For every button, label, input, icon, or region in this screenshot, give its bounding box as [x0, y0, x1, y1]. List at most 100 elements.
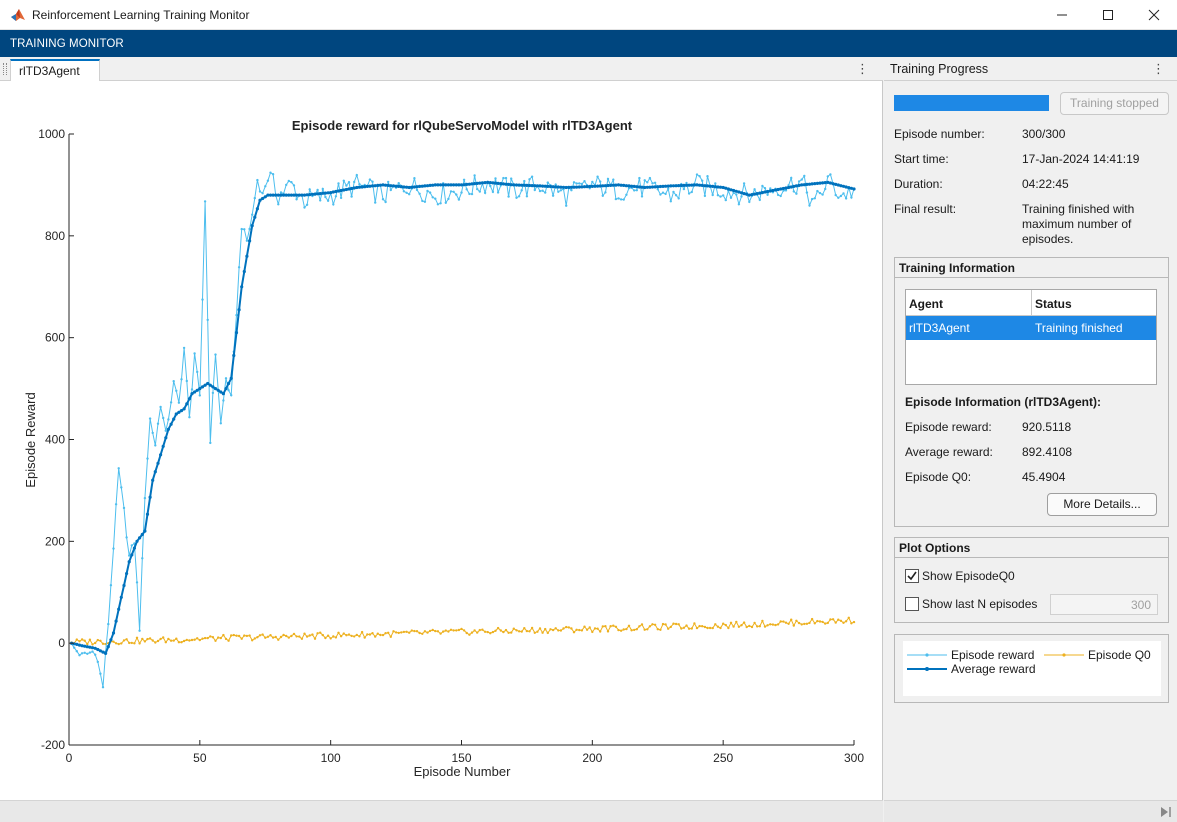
- window-title: Reinforcement Learning Training Monitor: [32, 7, 250, 22]
- data-point: [216, 388, 220, 392]
- data-point: [748, 200, 751, 204]
- data-point: [156, 461, 160, 465]
- table-row[interactable]: rlTD3Agent Training finished: [906, 316, 1156, 340]
- data-point: [504, 182, 508, 186]
- panel-collapse-icon[interactable]: [1160, 806, 1172, 818]
- data-point: [766, 624, 769, 627]
- data-point: [680, 627, 683, 630]
- data-point: [360, 630, 364, 634]
- show-last-n-checkbox[interactable]: [905, 597, 919, 611]
- show-q0-label[interactable]: Show EpisodeQ0: [922, 569, 1015, 583]
- data-point: [507, 631, 510, 634]
- data-point: [145, 512, 150, 516]
- legend-swatch-episode-q0: [1044, 653, 1084, 657]
- data-point: [821, 181, 825, 185]
- data-point: [470, 192, 474, 196]
- data-point: [172, 380, 175, 383]
- data-point: [222, 399, 225, 402]
- data-point: [483, 191, 487, 195]
- data-point: [562, 627, 565, 630]
- data-point: [151, 478, 155, 482]
- data-point: [669, 200, 672, 203]
- tab-training-monitor[interactable]: TRAINING MONITOR: [10, 37, 124, 50]
- data-point: [695, 626, 699, 630]
- data-point: [841, 184, 846, 188]
- document-tab-agent[interactable]: rlTD3Agent: [10, 59, 100, 81]
- data-point: [316, 632, 319, 635]
- data-point: [695, 173, 699, 176]
- data-point: [619, 629, 623, 632]
- data-point: [687, 183, 691, 187]
- close-button[interactable]: [1131, 0, 1177, 30]
- data-point: [507, 195, 510, 198]
- data-point: [813, 197, 816, 200]
- data-point: [671, 184, 676, 188]
- kebab-menu-icon[interactable]: ⋮: [856, 61, 869, 76]
- data-point: [493, 181, 498, 185]
- data-point: [544, 191, 547, 194]
- data-point: [745, 192, 749, 196]
- more-details-button[interactable]: More Details...: [1047, 493, 1157, 516]
- data-point: [567, 185, 571, 189]
- data-point: [766, 193, 769, 196]
- data-point: [722, 194, 725, 197]
- kebab-menu-icon[interactable]: ⋮: [1152, 61, 1165, 76]
- data-point: [78, 654, 81, 657]
- show-q0-checkbox[interactable]: [905, 569, 919, 583]
- data-point: [206, 636, 209, 640]
- data-point: [776, 187, 780, 192]
- training-stopped-button[interactable]: Training stopped: [1060, 92, 1169, 115]
- data-point: [462, 183, 466, 187]
- data-point: [714, 182, 717, 185]
- data-point: [578, 182, 581, 185]
- data-point: [449, 628, 453, 631]
- episode-number-value: 300/300: [1022, 127, 1066, 141]
- data-point: [813, 182, 817, 186]
- data-point: [468, 633, 471, 636]
- data-point: [255, 207, 259, 211]
- maximize-button[interactable]: [1085, 0, 1131, 30]
- data-point: [232, 353, 236, 358]
- data-point: [674, 194, 678, 197]
- column-header-agent[interactable]: Agent: [906, 290, 1032, 316]
- data-point: [258, 198, 262, 202]
- data-point: [729, 196, 733, 199]
- grip-icon[interactable]: [3, 63, 7, 75]
- data-point: [444, 629, 447, 632]
- data-point: [619, 183, 623, 187]
- column-header-status[interactable]: Status: [1032, 290, 1156, 316]
- data-point: [400, 631, 403, 634]
- data-point: [251, 213, 254, 216]
- data-point: [727, 626, 730, 630]
- data-point: [771, 188, 775, 193]
- data-point: [784, 621, 788, 624]
- data-point: [582, 185, 587, 189]
- last-n-episodes-input[interactable]: [1050, 594, 1158, 615]
- data-point: [394, 631, 398, 634]
- data-point: [837, 618, 840, 621]
- data-point: [282, 633, 285, 637]
- data-point: [446, 183, 450, 187]
- data-point: [829, 173, 832, 176]
- data-point: [816, 189, 819, 193]
- data-point: [758, 191, 762, 195]
- data-point: [824, 622, 827, 625]
- data-point: [227, 389, 230, 392]
- data-point: [703, 625, 707, 629]
- average-reward-label: Average reward:: [905, 445, 993, 459]
- minimize-button[interactable]: [1039, 0, 1085, 30]
- data-point: [138, 536, 142, 540]
- data-point: [295, 635, 298, 638]
- show-last-n-label[interactable]: Show last N episodes: [922, 597, 1038, 611]
- data-point: [358, 635, 361, 638]
- data-point: [807, 182, 812, 186]
- data-point: [269, 171, 272, 174]
- data-point: [303, 206, 306, 209]
- data-point: [792, 624, 795, 627]
- data-point: [305, 635, 309, 638]
- data-point: [593, 627, 597, 630]
- data-point: [530, 184, 534, 188]
- data-point: [517, 630, 521, 633]
- data-point: [378, 183, 382, 187]
- data-point: [724, 186, 728, 190]
